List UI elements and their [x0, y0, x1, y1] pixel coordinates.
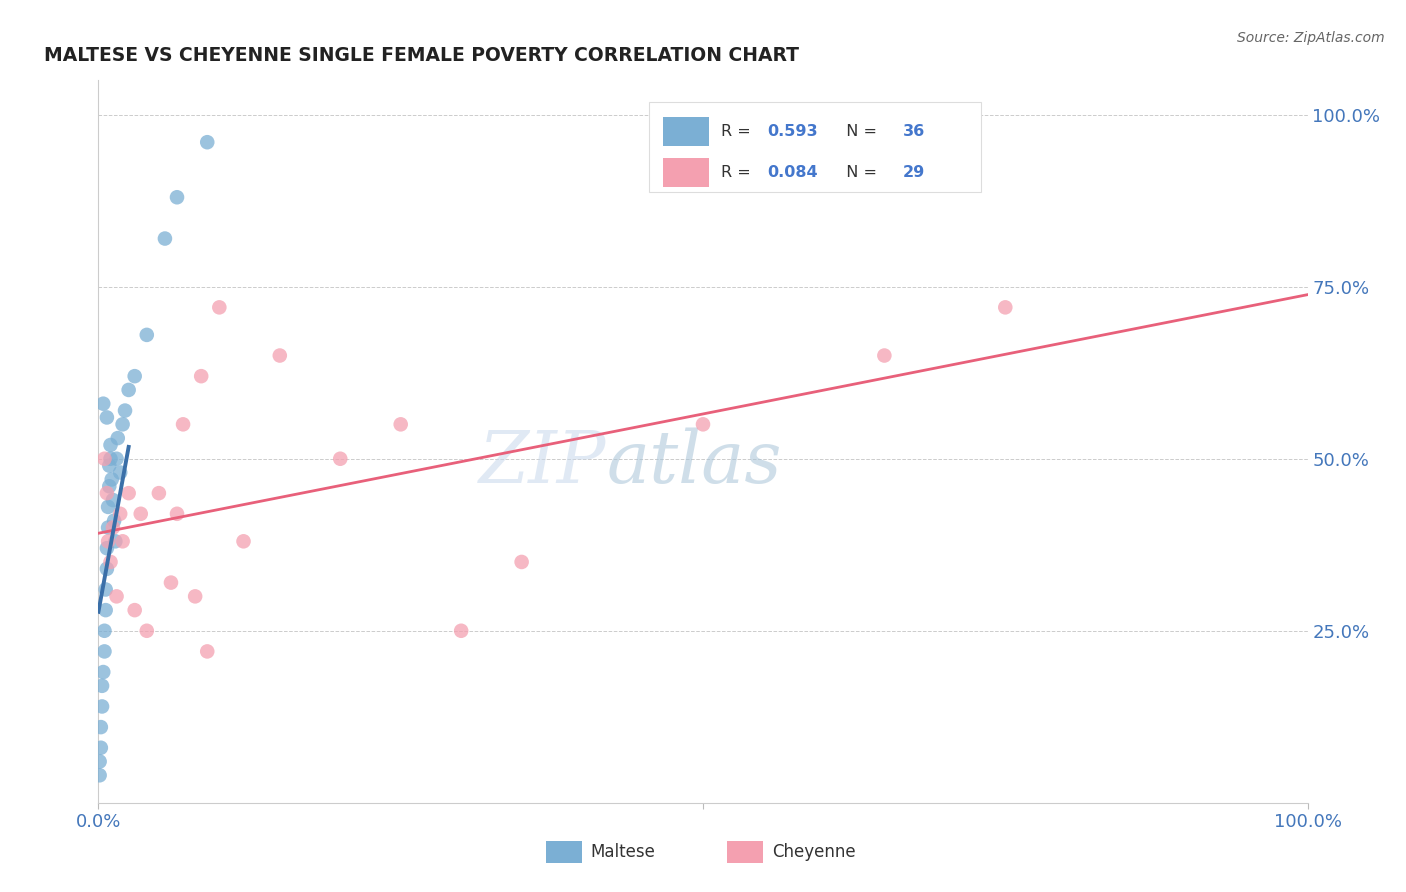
Point: [96, 410, 118, 425]
Point: [269, 349, 291, 363]
Point: [195, 135, 218, 149]
Point: [91, 679, 114, 693]
Bar: [664, 158, 709, 186]
Point: [166, 190, 188, 204]
Point: [98, 479, 121, 493]
Point: [104, 534, 127, 549]
Point: [96, 486, 118, 500]
Point: [124, 603, 146, 617]
Text: ZIP: ZIP: [479, 428, 606, 499]
Point: [135, 624, 157, 638]
Point: [96, 562, 118, 576]
Point: [195, 644, 218, 658]
Point: [101, 493, 124, 508]
Bar: [546, 841, 582, 863]
Point: [98, 458, 121, 473]
Point: [111, 417, 134, 432]
Point: [160, 575, 183, 590]
Point: [97, 500, 120, 514]
Point: [118, 486, 141, 500]
Point: [97, 520, 120, 534]
Bar: [727, 841, 763, 863]
Text: Cheyenne: Cheyenne: [772, 843, 855, 861]
Point: [94, 582, 117, 597]
Point: [118, 383, 141, 397]
Text: R =: R =: [721, 165, 756, 180]
Point: [153, 231, 176, 245]
Point: [105, 451, 128, 466]
Point: [450, 624, 472, 638]
Point: [91, 665, 114, 679]
Point: [166, 507, 188, 521]
Point: [96, 541, 118, 556]
Point: [135, 327, 157, 342]
Text: R =: R =: [721, 124, 756, 139]
Point: [190, 369, 212, 384]
Point: [129, 507, 152, 521]
Text: N =: N =: [837, 165, 882, 180]
Point: [97, 534, 120, 549]
Point: [389, 417, 412, 432]
Point: [107, 431, 129, 445]
Point: [124, 369, 146, 384]
Point: [329, 451, 352, 466]
Point: [91, 397, 114, 411]
Point: [89, 755, 111, 769]
Text: Source: ZipAtlas.com: Source: ZipAtlas.com: [1237, 31, 1385, 45]
Point: [90, 740, 112, 755]
Point: [692, 417, 714, 432]
Point: [232, 534, 254, 549]
Text: atlas: atlas: [606, 428, 782, 499]
Point: [108, 466, 131, 480]
FancyBboxPatch shape: [648, 102, 981, 193]
Point: [105, 590, 128, 604]
Point: [101, 520, 124, 534]
Point: [103, 514, 125, 528]
Point: [94, 603, 117, 617]
Point: [100, 451, 122, 466]
Point: [208, 301, 231, 315]
Point: [994, 301, 1017, 315]
Point: [510, 555, 533, 569]
Point: [89, 768, 111, 782]
Point: [100, 438, 122, 452]
Point: [111, 534, 134, 549]
Text: 0.593: 0.593: [768, 124, 818, 139]
Text: 36: 36: [903, 124, 925, 139]
Text: 29: 29: [903, 165, 925, 180]
Point: [873, 349, 896, 363]
Point: [93, 624, 115, 638]
Point: [100, 472, 122, 486]
Text: Maltese: Maltese: [591, 843, 655, 861]
Point: [114, 403, 136, 417]
Point: [148, 486, 170, 500]
Bar: [664, 118, 709, 146]
Text: MALTESE VS CHEYENNE SINGLE FEMALE POVERTY CORRELATION CHART: MALTESE VS CHEYENNE SINGLE FEMALE POVERT…: [44, 45, 799, 65]
Point: [108, 507, 131, 521]
Point: [100, 555, 122, 569]
Point: [172, 417, 194, 432]
Text: N =: N =: [837, 124, 882, 139]
Point: [93, 644, 115, 658]
Point: [93, 451, 115, 466]
Text: 0.084: 0.084: [768, 165, 818, 180]
Point: [90, 720, 112, 734]
Point: [91, 699, 114, 714]
Point: [184, 590, 207, 604]
